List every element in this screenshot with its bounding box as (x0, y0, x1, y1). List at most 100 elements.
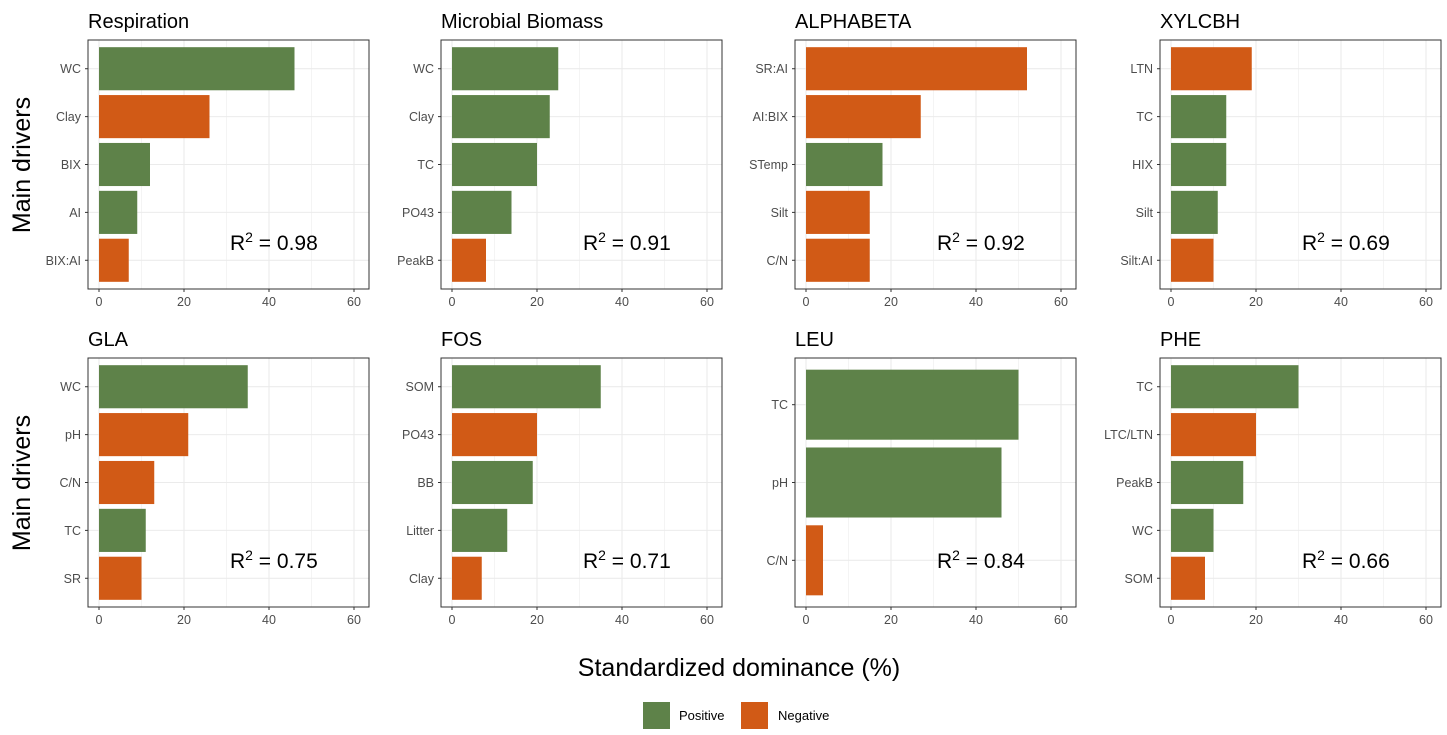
bar-som (1171, 556, 1205, 600)
y-tick-label: SR:AI (755, 62, 788, 76)
x-tick-label: 0 (449, 295, 456, 309)
bar-wc (452, 47, 559, 91)
x-tick-label: 40 (1334, 613, 1348, 627)
y-tick-label: WC (60, 380, 81, 394)
y-tick-label: Clay (409, 110, 435, 124)
x-tick-label: 60 (700, 613, 714, 627)
bar-ai-bix (806, 95, 921, 139)
y-tick-label: SOM (406, 380, 434, 394)
x-tick-label: 40 (969, 295, 983, 309)
bar-bb (452, 460, 533, 505)
x-tick-label: 20 (1249, 295, 1263, 309)
x-tick-label: 20 (884, 613, 898, 627)
r2-annotation: R2 = 0.91 (583, 229, 671, 255)
bar-silt-ai (1171, 238, 1214, 282)
y-tick-label: Silt (771, 206, 789, 220)
x-tick-label: 0 (1168, 613, 1175, 627)
x-tick-label: 0 (803, 295, 810, 309)
r2-annotation: R2 = 0.69 (1302, 229, 1390, 255)
x-tick-label: 0 (96, 295, 103, 309)
panel-border (794, 357, 1077, 608)
x-tick-label: 40 (615, 613, 629, 627)
legend-positive-key (643, 702, 670, 729)
y-tick-label: PO43 (402, 206, 434, 220)
y-tick-label: WC (60, 62, 81, 76)
y-tick-label: LTC/LTN (1104, 428, 1153, 442)
panel-phe: PHE TC LTC/LTN PeakB WC SOM 0 20 40 60 R2 = 0.66 (1104, 329, 1442, 627)
bar-wc (99, 47, 295, 91)
x-tick-label: 0 (1168, 295, 1175, 309)
x-tick-label: 60 (1419, 613, 1433, 627)
y-tick-label: Litter (406, 524, 434, 538)
bar-wc (1171, 508, 1214, 552)
bar-ph (99, 413, 189, 457)
y-tick-label: PeakB (397, 254, 434, 268)
bar-litter (452, 508, 508, 552)
x-tick-label: 60 (347, 295, 361, 309)
bar-c-n (99, 460, 155, 505)
bar-clay (99, 95, 210, 139)
bar-c-n (806, 525, 823, 596)
bar-po43 (452, 413, 537, 457)
x-tick-label: 60 (1054, 295, 1068, 309)
panel-border (1159, 357, 1442, 608)
bar-sr (99, 556, 142, 600)
r2-annotation: R2 = 0.92 (937, 229, 1025, 255)
panel-border (440, 39, 723, 290)
x-tick-label: 40 (262, 295, 276, 309)
y-tick-label: Silt (1136, 206, 1154, 220)
legend: Positive Negative (643, 702, 829, 729)
panel-xylcbh: XYLCBH LTN TC HIX Silt Silt:AI 0 20 40 60 R2 = 0.6… (1120, 11, 1442, 309)
bar-clay (452, 95, 550, 139)
bar-tc (1171, 365, 1299, 409)
y-tick-label: TC (417, 158, 434, 172)
x-tick-label: 60 (347, 613, 361, 627)
y-tick-label: STemp (749, 158, 788, 172)
panels: Respiration WC Clay BIX AI BIX:AI 0 20 40 60 R2 = … (46, 11, 1442, 627)
r2-annotation: R2 = 0.71 (583, 547, 671, 573)
y-tick-label: Clay (56, 110, 82, 124)
panel-border (87, 39, 370, 290)
x-tick-label: 40 (615, 295, 629, 309)
y-tick-label: C/N (766, 254, 788, 268)
y-tick-label: HIX (1132, 158, 1154, 172)
r2-annotation: R2 = 0.66 (1302, 547, 1390, 573)
x-tick-label: 60 (700, 295, 714, 309)
y-tick-label: AI:BIX (753, 110, 789, 124)
y-tick-label: BIX:AI (46, 254, 81, 268)
bar-stemp (806, 142, 883, 187)
y-tick-label: TC (1136, 380, 1153, 394)
x-tick-label: 20 (1249, 613, 1263, 627)
panel-alphabeta: ALPHABETA SR:AI AI:BIX STemp Silt C/N 0 20 40 60 R… (749, 11, 1077, 309)
y-tick-label: SR (64, 572, 81, 586)
bar-silt (806, 190, 870, 234)
bar-hix (1171, 142, 1227, 187)
y-tick-label: TC (64, 524, 81, 538)
y-tick-label: TC (1136, 110, 1153, 124)
legend-positive-label: Positive (679, 708, 725, 723)
bar-som (452, 365, 601, 409)
y-tick-label: C/N (766, 554, 788, 568)
y-tick-label: LTN (1130, 62, 1153, 76)
y-tick-label: pH (772, 476, 788, 490)
r2-annotation: R2 = 0.75 (230, 547, 318, 573)
bar-wc (99, 365, 248, 409)
bar-sr-ai (806, 47, 1027, 91)
bar-ltc-ltn (1171, 413, 1256, 457)
y-tick-label: TC (771, 398, 788, 412)
y-tick-label: pH (65, 428, 81, 442)
bar-silt (1171, 190, 1218, 234)
panel-title: ALPHABETA (795, 11, 912, 33)
bar-po43 (452, 190, 512, 234)
legend-negative-label: Negative (778, 708, 829, 723)
x-axis-label: Standardized dominance (%) (578, 654, 900, 682)
y-tick-label: Silt:AI (1120, 254, 1153, 268)
y-tick-label: SOM (1125, 572, 1153, 586)
x-tick-label: 0 (449, 613, 456, 627)
y-tick-label: PO43 (402, 428, 434, 442)
bar-tc (452, 142, 537, 187)
panel-border (440, 357, 723, 608)
legend-negative-key (741, 702, 768, 729)
bar-bix-ai (99, 238, 129, 282)
bar-tc (1171, 95, 1227, 139)
